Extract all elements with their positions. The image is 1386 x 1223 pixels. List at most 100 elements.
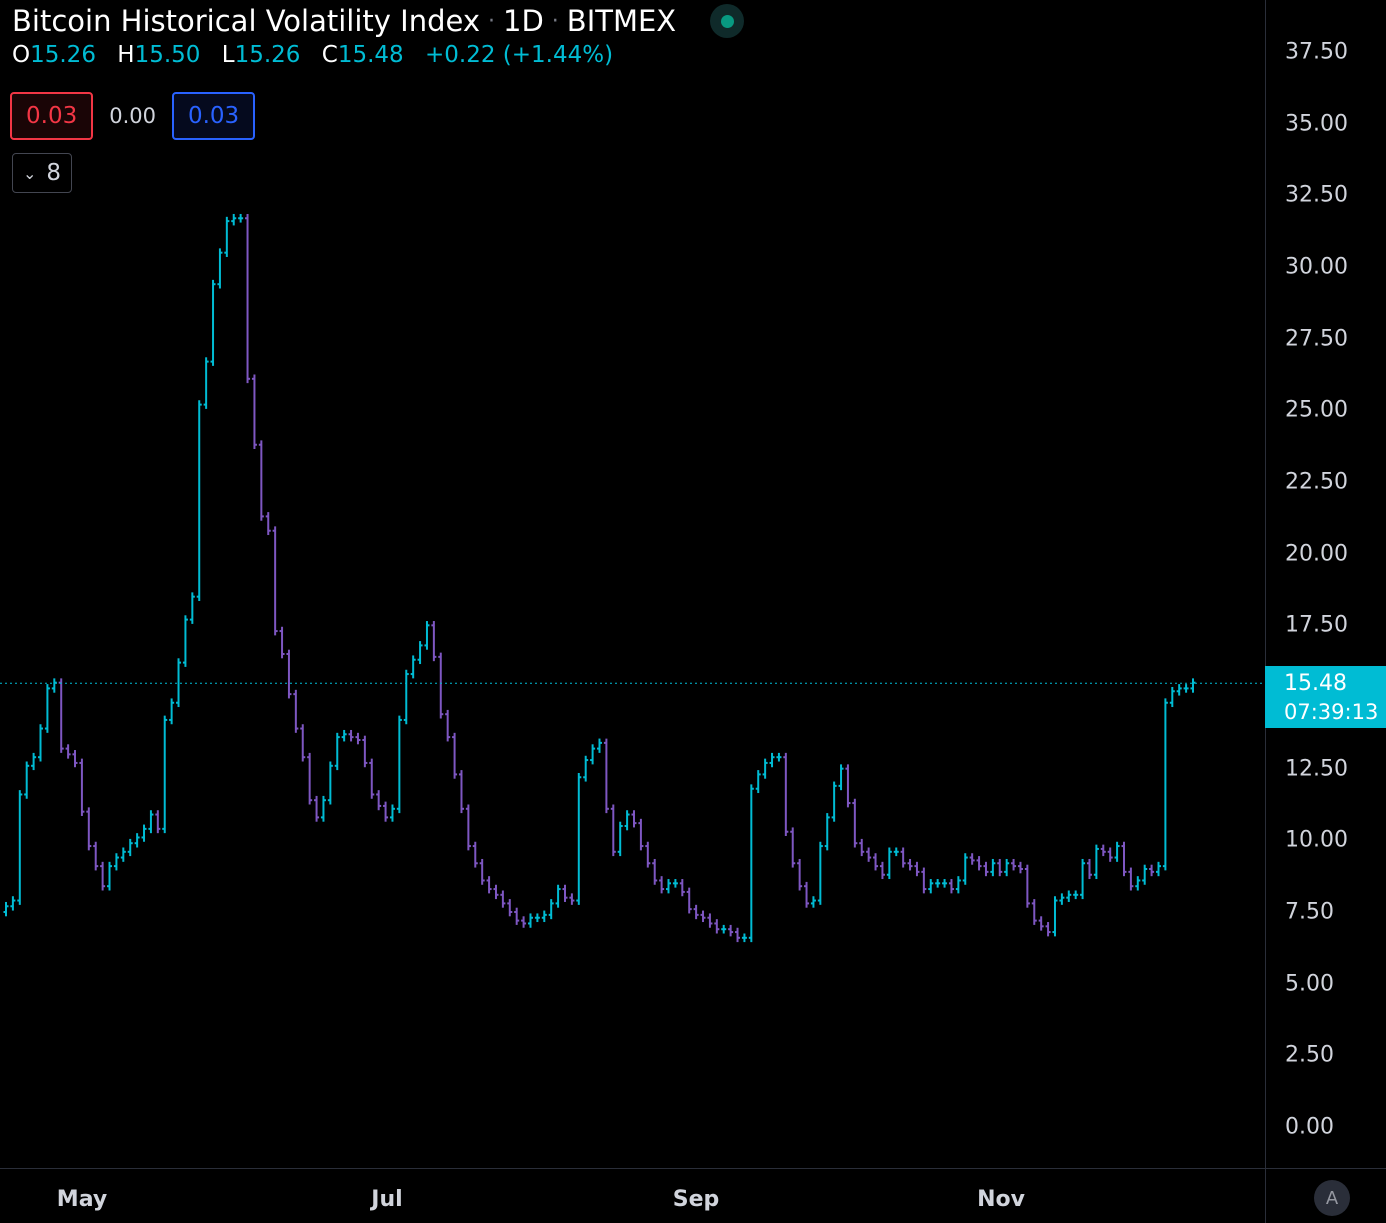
ohlc-bar	[162, 715, 168, 834]
ohlc-bar	[210, 279, 216, 366]
ohlc-bar	[1059, 893, 1065, 905]
ohlc-bar	[534, 913, 540, 923]
ohlc-bar	[707, 913, 713, 928]
ohlc-bar	[1045, 922, 1051, 937]
ohlc-bar	[1121, 841, 1127, 877]
ohlc-bar	[1190, 678, 1196, 693]
ohlc-bar	[493, 884, 499, 900]
interval-label[interactable]: 1D	[503, 4, 544, 38]
ohlc-bar	[1149, 864, 1155, 877]
indicator-value-neutral: 0.00	[109, 104, 156, 128]
ohlc-bar	[666, 879, 672, 894]
ohlc-bar	[907, 858, 913, 871]
ohlc-bar	[486, 876, 492, 894]
ohlc-bar	[521, 916, 527, 928]
last-price-value: 15.48	[1284, 671, 1347, 696]
ohlc-bar	[755, 770, 761, 794]
time-tick-label: Nov	[977, 1187, 1025, 1212]
indicator-value-blue[interactable]: 0.03	[171, 92, 256, 140]
ohlc-bar	[866, 847, 872, 862]
bar-countdown: 07:39:13	[1284, 700, 1379, 724]
price-tick-label: 27.50	[1285, 326, 1348, 352]
ohlc-bar	[182, 615, 188, 667]
ohlc-bar	[638, 818, 644, 851]
ohlc-values: O15.26 H15.50 L15.26 C15.48 +0.22 (+1.44…	[12, 42, 744, 68]
ohlc-bar	[686, 887, 692, 914]
low-label: L	[221, 42, 235, 68]
ohlc-bar	[203, 357, 209, 409]
ohlc-bar	[1080, 858, 1086, 900]
price-chart[interactable]	[0, 0, 1265, 1168]
separator-2: ·	[551, 8, 559, 34]
chart-plot-area[interactable]	[0, 0, 1265, 1168]
open-label: O	[12, 42, 31, 68]
ohlc-bar	[514, 907, 520, 925]
ohlc-bar	[383, 801, 389, 822]
ohlc-bar	[527, 913, 533, 928]
ohlc-bar	[141, 824, 147, 842]
collapse-indicators-button[interactable]: ⌄ 8	[12, 153, 73, 193]
ohlc-bar	[748, 784, 754, 943]
ohlc-bar	[1107, 847, 1113, 862]
ohlc-bar	[1093, 844, 1099, 880]
symbol-title-row[interactable]: Bitcoin Historical Volatility Index · 1D…	[12, 4, 745, 38]
separator-1: ·	[488, 8, 496, 34]
ohlc-bar	[810, 896, 816, 908]
ohlc-bar	[583, 755, 589, 782]
symbol-name[interactable]: Bitcoin Historical Volatility Index	[12, 4, 481, 38]
ohlc-bar	[969, 853, 975, 865]
chart-legend: Bitcoin Historical Volatility Index · 1D…	[12, 4, 745, 68]
ohlc-bar	[24, 761, 30, 799]
ohlc-bar	[879, 861, 885, 880]
market-status-icon[interactable]	[710, 4, 745, 38]
ohlc-bar	[721, 924, 727, 934]
time-axis[interactable]: May Jul Sep Nov	[0, 1168, 1265, 1223]
price-tick-label: 0.00	[1285, 1114, 1334, 1140]
ohlc-bar	[155, 810, 161, 834]
price-tick-label: 25.00	[1285, 397, 1348, 423]
ohlc-bar	[797, 858, 803, 891]
ohlc-bar	[597, 738, 602, 753]
ohlc-bar	[44, 684, 50, 733]
ohlc-bar	[1017, 861, 1023, 874]
close-label: C	[321, 42, 338, 68]
ohlc-bar	[1086, 858, 1092, 880]
ohlc-bar	[859, 838, 865, 857]
ohlc-bar	[548, 899, 554, 920]
ohlc-bar	[990, 858, 996, 877]
ohlc-bar	[396, 715, 402, 814]
ohlc-bar	[120, 847, 126, 862]
ohlc-bar	[169, 698, 175, 725]
exchange-label[interactable]: BITMEX	[566, 4, 677, 38]
ohlc-bar	[679, 879, 685, 897]
ohlc-bar	[148, 810, 154, 834]
ohlc-bar	[86, 807, 92, 851]
ohlc-bar	[590, 744, 596, 765]
ohlc-bar	[348, 729, 354, 742]
price-tick-label: 20.00	[1285, 541, 1348, 567]
ohlc-bar	[472, 841, 478, 868]
ohlc-bar	[541, 910, 547, 923]
ohlc-bar	[127, 838, 133, 857]
ohlc-bar	[659, 876, 665, 894]
ohlc-bar	[831, 781, 837, 822]
axis-corner	[1265, 1168, 1386, 1223]
ohlc-bar	[817, 841, 823, 905]
auto-scale-button[interactable]: A	[1314, 1180, 1350, 1216]
ohlc-bar	[928, 879, 934, 894]
ohlc-bar	[783, 752, 789, 837]
ohlc-bar	[1024, 864, 1030, 908]
ohlc-bar	[465, 804, 471, 851]
price-tick-label: 22.50	[1285, 469, 1348, 495]
ohlc-bar	[31, 752, 37, 771]
ohlc-bar	[645, 841, 651, 868]
ohlc-bar	[624, 810, 630, 831]
indicator-value-red[interactable]: 0.03	[10, 92, 94, 140]
ohlc-bar	[603, 738, 609, 814]
price-axis[interactable]: 37.50 35.00 32.50 30.00 27.50 25.00 22.50 20.00…	[1265, 0, 1386, 1168]
ohlc-bar	[983, 861, 989, 877]
ohlc-bar	[272, 526, 278, 636]
ohlc-bar	[700, 910, 706, 923]
ohlc-bar	[631, 810, 637, 828]
time-tick-label: May	[56, 1187, 108, 1212]
